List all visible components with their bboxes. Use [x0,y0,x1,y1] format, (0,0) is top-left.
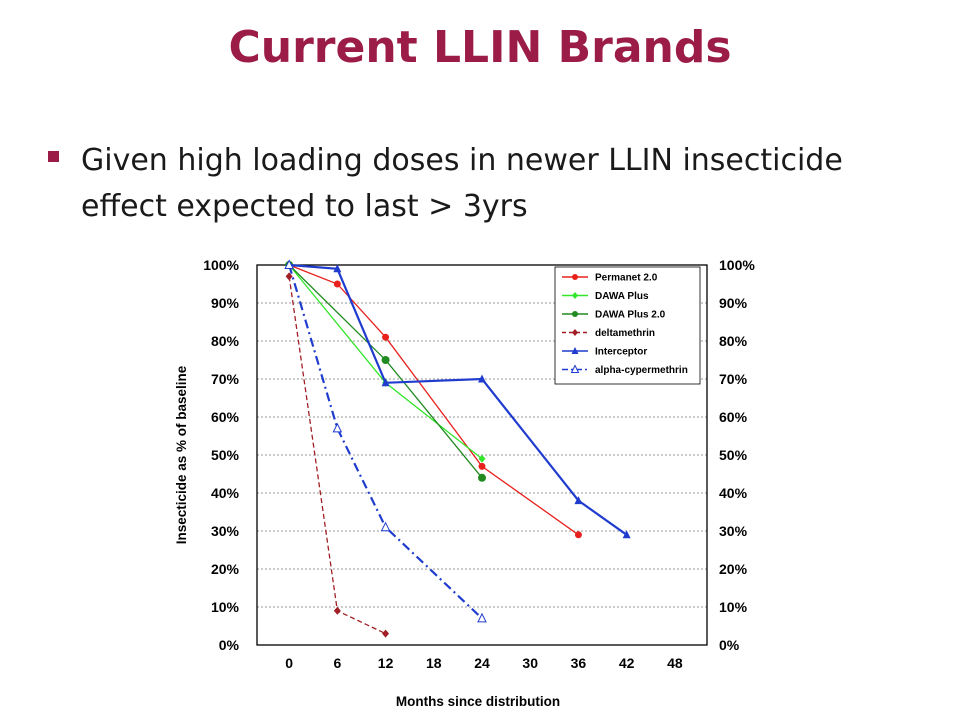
x-tick-label: 0 [285,655,293,671]
data-point [477,612,487,623]
y-tick-label: 100% [203,257,239,273]
x-tick-label: 18 [426,655,442,671]
y-tick-label-right: 60% [719,409,748,425]
data-point [284,259,294,269]
series-line [289,263,628,536]
y-tick-label: 20% [211,561,240,577]
axis-ticks: 0% 0% 10% 10% 20% 20% 30% 30% 40% 40% 50% 50% 60% 60%… [203,257,755,671]
x-tick-label: 24 [474,655,490,671]
y-tick-label: 80% [211,333,240,349]
y-tick-label: 0% [219,637,240,653]
series-interceptor [285,260,631,539]
y-tick-label: 30% [211,523,240,539]
data-point [574,531,582,539]
data-point [333,280,341,288]
y-tick-label: 60% [211,409,240,425]
data-point [478,454,486,463]
legend-label: Permanet 2.0 [595,273,658,284]
series-line [288,264,483,620]
bullet-text: Given high loading doses in newer LLIN i… [81,143,843,224]
series-line [288,264,579,536]
data-point [381,378,390,387]
y-tick-label: 10% [211,599,240,615]
y-tick-label-right: 50% [719,447,748,463]
y-tick-label-right: 10% [719,599,748,615]
y-tick-label-right: 100% [719,257,755,273]
y-tick-label: 70% [211,371,240,387]
data-point [478,473,486,482]
data-point [572,292,578,299]
legend: Permanet 2.0 DAWA Plus DAWA Plus 2.0 deltam… [554,266,701,385]
data-point [382,629,390,638]
data-point [478,374,486,383]
series-line [288,264,483,479]
series-dawa-plus-2-0 [285,261,486,482]
data-point [381,356,390,364]
data-point [570,364,580,373]
x-tick-label: 42 [619,655,635,671]
y-tick-label-right: 90% [719,295,748,311]
y-tick-label-right: 30% [719,523,748,539]
data-point [622,530,631,539]
legend-label: alpha-cypermethrin [595,365,688,376]
legend-label: DAWA Plus [595,291,649,302]
legend-box [554,266,701,385]
data-point [478,462,486,470]
y-tick-label-right: 40% [719,485,748,501]
plot-frame [256,264,708,646]
y-axis-title: Insecticide as % of baseline [174,365,189,544]
y-tick-label: 50% [211,447,240,463]
series-deltamethrin [285,272,390,638]
data-point [332,422,343,433]
x-axis-title: Months since distribution [396,694,560,709]
series-alpha-cypermethrin [284,259,487,623]
y-tick-label: 90% [211,295,240,311]
y-tick-label-right: 0% [719,637,740,653]
x-tick-label: 36 [571,655,587,671]
square-bullet-icon [48,151,59,162]
x-tick-label: 30 [522,655,538,671]
y-tick-label-right: 80% [719,333,748,349]
data-point [333,264,342,273]
data-point [572,274,578,280]
data-point [285,272,293,281]
y-tick-label: 40% [211,485,240,501]
x-tick-label: 12 [378,655,394,671]
data-point [572,311,578,317]
data-point [572,329,578,336]
data-point [333,606,341,615]
legend-label: deltamethrin [595,328,655,339]
y-tick-label-right: 70% [719,371,748,387]
legend-label: Interceptor [595,347,647,358]
data-point [382,333,390,341]
legend-label: DAWA Plus 2.0 [595,310,666,321]
x-tick-label: 48 [667,655,683,671]
series-group [284,259,631,638]
data-point [380,521,391,532]
data-point [571,347,579,354]
data-point [574,496,583,505]
y-tick-label-right: 20% [719,561,748,577]
x-tick-label: 6 [333,655,341,671]
slide-title: Current LLIN Brands [228,22,732,73]
